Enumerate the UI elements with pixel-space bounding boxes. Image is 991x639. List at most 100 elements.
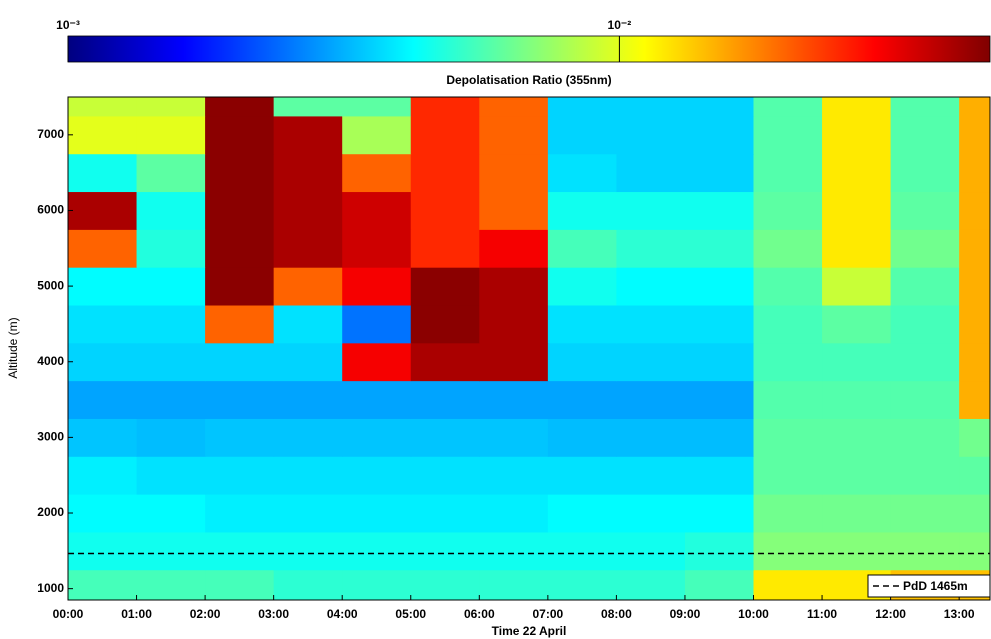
heatmap-cell bbox=[684, 267, 755, 306]
heatmap-cell bbox=[205, 97, 275, 117]
heatmap-cell bbox=[890, 456, 960, 495]
chart-title: Depolatisation Ratio (355nm) bbox=[446, 73, 611, 87]
heatmap-cell bbox=[753, 531, 823, 571]
x-tick-label: 09:00 bbox=[670, 607, 701, 621]
heatmap-cell bbox=[410, 97, 480, 117]
heatmap-cell bbox=[616, 191, 686, 230]
x-tick-label: 05:00 bbox=[395, 607, 426, 621]
heatmap-cell bbox=[205, 267, 275, 306]
heatmap-cell bbox=[68, 97, 138, 117]
heatmap-cell bbox=[342, 305, 412, 344]
heatmap-cell bbox=[479, 229, 549, 268]
heatmap-cell bbox=[684, 97, 755, 117]
heatmap-cell bbox=[410, 115, 480, 155]
heatmap-cell bbox=[616, 267, 686, 306]
heatmap-cell bbox=[342, 115, 412, 155]
heatmap-cell bbox=[959, 115, 991, 155]
heatmap-cell bbox=[959, 153, 991, 193]
heatmap-cell bbox=[616, 418, 686, 457]
heatmap-cell bbox=[273, 115, 343, 155]
heatmap-cell bbox=[547, 229, 617, 268]
heatmap-cell bbox=[136, 569, 206, 601]
heatmap-cell bbox=[273, 267, 343, 306]
heatmap-cell bbox=[822, 305, 892, 344]
colorbar-tick-label: 10⁻² bbox=[608, 18, 632, 32]
heatmap-cell bbox=[753, 494, 823, 533]
heatmap-cell bbox=[68, 380, 138, 419]
heatmap-cell bbox=[547, 191, 617, 230]
heatmap-cell bbox=[753, 418, 823, 457]
heatmap-cell bbox=[959, 305, 991, 344]
x-tick-label: 08:00 bbox=[601, 607, 632, 621]
heatmap-cell bbox=[753, 153, 823, 193]
heatmap-cell bbox=[136, 97, 206, 117]
legend-label: PdD 1465m bbox=[903, 579, 968, 593]
heatmap-cell bbox=[479, 115, 549, 155]
heatmap-cell bbox=[684, 229, 755, 268]
heatmap-cell bbox=[547, 153, 617, 193]
heatmap-cell bbox=[547, 380, 617, 419]
heatmap-cell bbox=[959, 342, 991, 382]
y-tick-label: 1000 bbox=[37, 581, 64, 595]
heatmap-cell bbox=[547, 494, 617, 533]
heatmap-cell bbox=[273, 494, 343, 533]
heatmap-cell bbox=[68, 305, 138, 344]
heatmap-cell bbox=[616, 97, 686, 117]
heatmap-cell bbox=[273, 153, 343, 193]
heatmap-cell bbox=[273, 531, 343, 571]
heatmap-cell bbox=[959, 418, 991, 457]
heatmap-cell bbox=[616, 456, 686, 495]
heatmap-cell bbox=[684, 191, 755, 230]
y-tick-label: 7000 bbox=[37, 127, 64, 141]
heatmap-cell bbox=[273, 97, 343, 117]
heatmap-cell bbox=[273, 456, 343, 495]
heatmap-cell bbox=[890, 97, 960, 117]
heatmap-cell bbox=[205, 153, 275, 193]
y-tick-label: 4000 bbox=[37, 354, 64, 368]
heatmap-cell bbox=[136, 115, 206, 155]
heatmap-cell bbox=[753, 267, 823, 306]
heatmap-cell bbox=[205, 380, 275, 419]
heatmap-cell bbox=[959, 456, 991, 495]
y-tick-label: 3000 bbox=[37, 430, 64, 444]
heatmap-cell bbox=[753, 229, 823, 268]
heatmap-cell bbox=[822, 342, 892, 382]
heatmap-cell bbox=[342, 494, 412, 533]
heatmap-cell bbox=[890, 380, 960, 419]
heatmap-cell bbox=[136, 380, 206, 419]
x-tick-label: 06:00 bbox=[464, 607, 495, 621]
heatmap-cell bbox=[410, 531, 480, 571]
heatmap-cell bbox=[68, 153, 138, 193]
heatmap-cell bbox=[822, 229, 892, 268]
heatmap-cell bbox=[410, 456, 480, 495]
x-tick-label: 12:00 bbox=[875, 607, 906, 621]
heatmap-cell bbox=[479, 418, 549, 457]
heatmap-cell bbox=[959, 380, 991, 419]
x-tick-label: 11:00 bbox=[807, 607, 837, 621]
heatmap-cell bbox=[410, 153, 480, 193]
heatmap-cell bbox=[342, 153, 412, 193]
heatmap-cell bbox=[684, 115, 755, 155]
heatmap-cell bbox=[136, 342, 206, 382]
heatmap-cell bbox=[684, 494, 755, 533]
heatmap-cell bbox=[959, 191, 991, 230]
heatmap-cell bbox=[342, 456, 412, 495]
heatmap-cell bbox=[68, 191, 138, 230]
heatmap-cell bbox=[616, 380, 686, 419]
heatmap-cell bbox=[890, 305, 960, 344]
heatmap bbox=[68, 97, 991, 601]
heatmap-cell bbox=[547, 531, 617, 571]
heatmap-cell bbox=[547, 115, 617, 155]
heatmap-cell bbox=[68, 456, 138, 495]
heatmap-cell bbox=[273, 305, 343, 344]
heatmap-cell bbox=[822, 531, 892, 571]
y-tick-label: 5000 bbox=[37, 278, 64, 292]
heatmap-cell bbox=[616, 115, 686, 155]
heatmap-cell bbox=[205, 229, 275, 268]
heatmap-cell bbox=[959, 229, 991, 268]
heatmap-cell bbox=[342, 531, 412, 571]
heatmap-cell bbox=[753, 191, 823, 230]
heatmap-cell bbox=[205, 569, 275, 601]
heatmap-cell bbox=[822, 115, 892, 155]
